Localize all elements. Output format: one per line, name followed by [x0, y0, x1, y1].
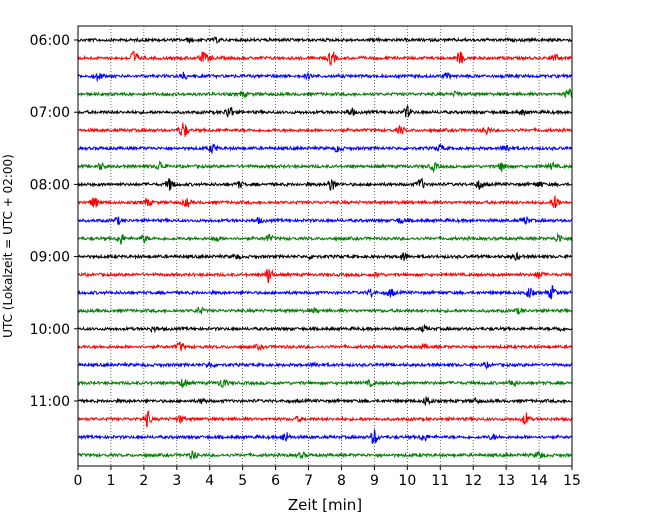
seismogram-trace	[77, 268, 572, 284]
y-axis-ticks: 06:00 07:00 08:00 09:00 10:00 11:00	[30, 33, 78, 410]
seismogram-trace	[77, 251, 573, 262]
x-axis-label: Zeit [min]	[288, 496, 362, 514]
seismogram-trace	[77, 215, 573, 226]
x-tick-label: 12	[464, 473, 482, 489]
x-tick-label: 4	[205, 473, 214, 489]
seismogram-trace	[77, 395, 573, 406]
seismogram-trace	[77, 306, 573, 315]
seismogram-trace	[77, 71, 573, 82]
seismogram-trace	[77, 88, 573, 99]
seismogram-trace	[77, 378, 573, 389]
seismogram-trace	[77, 428, 573, 444]
vertical-grid	[110, 26, 540, 466]
x-tick-label: 9	[370, 473, 379, 489]
seismogram-trace	[77, 232, 573, 246]
x-tick-label: 14	[530, 473, 548, 489]
seismogram-trace	[77, 104, 573, 118]
x-tick-label: 15	[563, 473, 581, 489]
x-tick-label: 7	[304, 473, 313, 489]
y-axis-label: UTC (Lokalzeit = UTC + 02:00)	[1, 154, 15, 338]
seismogram-trace	[77, 160, 573, 174]
x-tick-label: 5	[238, 473, 247, 489]
y-tick-label: 11:00	[30, 394, 70, 410]
seismogram-trace	[77, 177, 573, 191]
seismogram-trace	[77, 410, 573, 428]
seismogram-trace	[77, 51, 573, 66]
seismogram-trace	[77, 285, 573, 300]
x-tick-label: 8	[337, 473, 346, 489]
x-tick-label: 1	[106, 473, 115, 489]
y-tick-label: 06:00	[30, 33, 70, 49]
seismogram-trace	[77, 450, 573, 461]
y-tick-label: 08:00	[30, 177, 70, 193]
seismogram-traces	[77, 36, 573, 461]
x-tick-label: 3	[172, 473, 181, 489]
x-tick-label: 2	[139, 473, 148, 489]
y-tick-label: 07:00	[30, 105, 70, 121]
seismogram-trace	[77, 122, 573, 137]
seismogram-trace	[77, 360, 573, 370]
seismogram-trace	[77, 195, 573, 209]
seismogram-trace	[77, 341, 573, 353]
seismogram-trace	[77, 143, 573, 155]
x-tick-label: 6	[271, 473, 280, 489]
plot-frame	[77, 25, 573, 467]
y-tick-label: 09:00	[30, 250, 70, 266]
x-tick-label: 0	[74, 473, 83, 489]
seismogram-trace	[77, 323, 573, 334]
x-tick-label: 10	[398, 473, 416, 489]
x-tick-label: 13	[497, 473, 515, 489]
x-tick-label: 11	[431, 473, 449, 489]
y-tick-label: 10:00	[30, 322, 70, 338]
seismogram-trace	[77, 36, 573, 45]
x-axis-ticks: 0 1 2 3 4 5 6 7 8 9 10 11 12 13 14 15	[74, 466, 581, 489]
